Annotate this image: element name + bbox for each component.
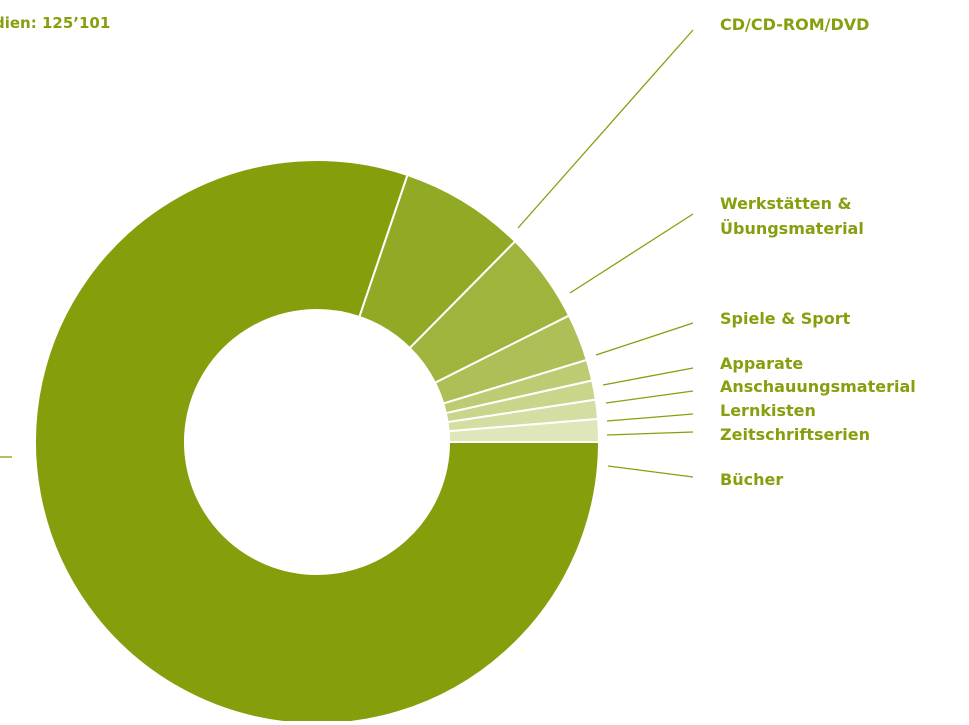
label-lernkisten: Lernkisten xyxy=(720,401,816,420)
leader-line-spiele-sport xyxy=(595,322,694,356)
label-anschauungsmaterial: Anschauungsmaterial xyxy=(720,377,916,396)
slice-werkstaetten-uebungsmaterial xyxy=(408,239,571,385)
slice-buecher xyxy=(34,159,601,725)
leader-line-apparate xyxy=(602,367,694,386)
label-apparate: Apparate xyxy=(720,354,803,373)
label-buecher: Bücher xyxy=(720,470,783,489)
leader-line-zeitschriftserien xyxy=(606,431,694,436)
labels-group: Bücher CD/CD-ROM/DVD Werkstätten & Übungsma… xyxy=(720,15,916,489)
leader-line-lernkisten xyxy=(606,413,694,422)
total-media-text: dien: 125’101 xyxy=(0,14,111,32)
leader-line-cd-cd-rom-dvd xyxy=(517,29,694,229)
leader-line-werkstaetten-uebungsmaterial xyxy=(569,213,694,294)
label-werkstaetten-uebungsmaterial: Werkstätten & Übungsmaterial xyxy=(720,194,864,238)
leader-line-buecher xyxy=(607,465,694,478)
slices-group xyxy=(34,159,601,725)
label-spiele-sport: Spiele & Sport xyxy=(720,309,851,328)
label-cd-cd-rom-dvd: CD/CD-ROM/DVD xyxy=(720,15,869,34)
slice-cd-cd-rom-dvd xyxy=(358,173,517,350)
slice-zeitschriftserien xyxy=(447,417,601,443)
leader-line-anschauungsmaterial xyxy=(605,390,694,404)
label-zeitschriftserien: Zeitschriftserien xyxy=(720,425,870,444)
leaders-group xyxy=(0,29,694,478)
slice-spiele-sport xyxy=(433,314,589,405)
